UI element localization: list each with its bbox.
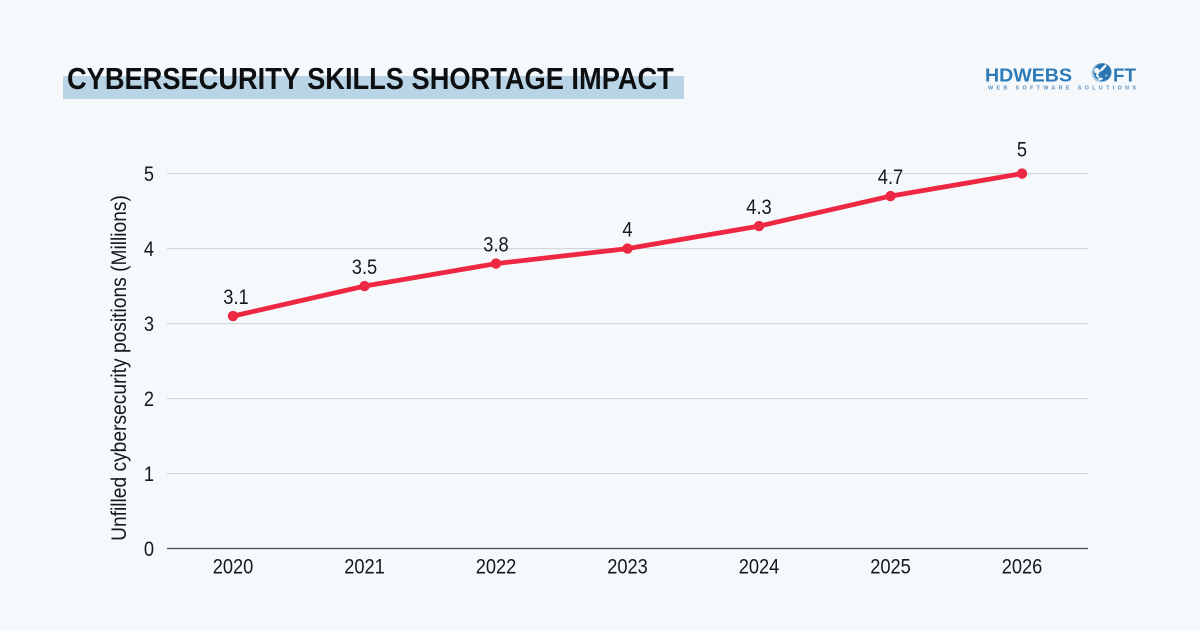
svg-text:2026: 2026	[1002, 555, 1043, 579]
svg-text:4: 4	[144, 238, 154, 262]
svg-text:4.7: 4.7	[878, 166, 903, 190]
svg-text:2024: 2024	[739, 555, 780, 579]
svg-text:3.5: 3.5	[352, 256, 377, 280]
svg-text:2: 2	[144, 388, 154, 412]
svg-text:2022: 2022	[476, 555, 517, 579]
svg-text:3.1: 3.1	[223, 286, 248, 310]
svg-text:0: 0	[144, 538, 154, 562]
svg-text:HDWEBS: HDWEBS	[985, 65, 1072, 85]
svg-text:FT: FT	[1113, 65, 1136, 85]
svg-text:2023: 2023	[607, 555, 648, 579]
svg-text:Unfilled cybersecurity positio: Unfilled cybersecurity positions (Millio…	[108, 195, 131, 541]
svg-text:4: 4	[622, 218, 632, 242]
svg-text:5: 5	[1017, 138, 1027, 162]
svg-text:3: 3	[144, 313, 154, 337]
svg-text:2025: 2025	[870, 555, 911, 579]
svg-text:2021: 2021	[344, 555, 385, 579]
svg-text:2020: 2020	[213, 555, 254, 579]
svg-text:4.3: 4.3	[746, 196, 771, 220]
svg-text:5: 5	[144, 163, 154, 187]
svg-text:1: 1	[144, 463, 154, 487]
svg-text:3.8: 3.8	[483, 233, 508, 257]
svg-text:WEB SOFTWARE SOLUTIONS: WEB SOFTWARE SOLUTIONS	[988, 86, 1136, 92]
